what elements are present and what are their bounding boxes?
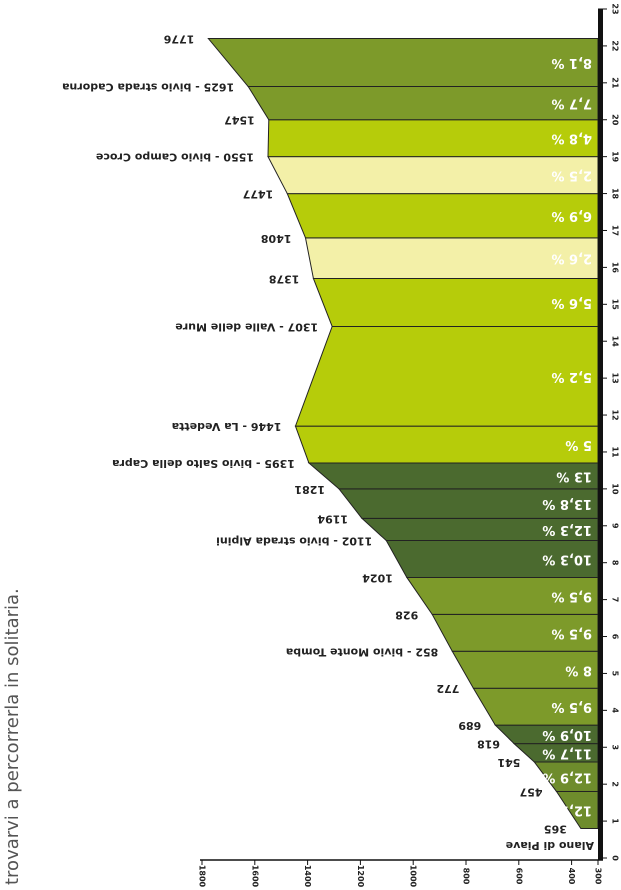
alt-tick-label: 1200 xyxy=(356,865,365,888)
gradient-label: 8 % xyxy=(565,662,592,677)
elevation-label: 1776 xyxy=(163,33,194,46)
gradient-label: 12,1 % xyxy=(542,803,592,818)
km-tick-label: 10 xyxy=(611,483,620,495)
km-tick-label: 21 xyxy=(611,77,620,89)
elevation-label: 689 xyxy=(458,719,481,732)
profile-segment xyxy=(207,38,599,88)
alt-tick-label: 300 xyxy=(594,868,603,885)
elevation-label: 1281 xyxy=(294,483,325,496)
elevation-label: 1395 - bivio Salto della Capra xyxy=(112,457,295,470)
km-tick-label: 5 xyxy=(611,671,620,677)
km-tick-label: 9 xyxy=(611,523,620,529)
gradient-label: 8,1 % xyxy=(551,55,592,70)
gradient-label: 6,9 % xyxy=(551,208,592,223)
gradient-label: 9,5 % xyxy=(551,625,592,640)
km-tick-label: 17 xyxy=(611,225,620,236)
km-tick-label: 8 xyxy=(611,560,620,566)
elevation-label: 772 xyxy=(436,682,459,695)
gradient-label: 13 % xyxy=(556,468,592,483)
km-tick-label: 16 xyxy=(611,262,620,274)
gradient-label: 2,5 % xyxy=(551,168,592,183)
km-tick-label: 0 xyxy=(611,855,620,861)
elevation-label: 1194 xyxy=(317,512,348,525)
km-tick-label: 20 xyxy=(611,114,620,126)
elevation-label: 1446 - La Vedetta xyxy=(172,420,282,433)
alt-tick-label: 1800 xyxy=(198,865,207,888)
gradient-label: 12,9 % xyxy=(542,769,592,784)
km-tick-label: 18 xyxy=(611,188,620,200)
km-tick-label: 19 xyxy=(611,151,620,163)
km-axis xyxy=(598,9,603,860)
elevation-label: 1408 xyxy=(261,232,292,245)
elevation-label: 1102 - bivio strada Alpini xyxy=(216,535,372,548)
km-tick-label: 11 xyxy=(611,446,620,458)
profile-segment xyxy=(267,156,599,195)
km-tick-label: 13 xyxy=(611,373,620,384)
gradient-label: 4,8 % xyxy=(551,131,592,146)
alt-tick-label: 400 xyxy=(567,868,576,885)
km-tick-label: 6 xyxy=(611,634,620,640)
gradient-label: 10,9 % xyxy=(542,727,592,742)
alt-tick-label: 1000 xyxy=(409,865,418,888)
gradient-label: 5,2 % xyxy=(551,369,592,384)
km-tick-label: 15 xyxy=(611,299,620,311)
profile-segment xyxy=(294,425,599,464)
km-tick-label: 14 xyxy=(611,336,620,348)
gradient-label: 2,6 % xyxy=(551,251,592,266)
start-place: Alano di Piave xyxy=(506,839,594,852)
elevation-label: 1024 xyxy=(362,571,393,584)
gradient-label: 9,5 % xyxy=(551,588,592,603)
profile-segment xyxy=(307,462,599,490)
alt-tick-label: 1400 xyxy=(303,865,312,888)
elevation-label: 618 xyxy=(477,738,500,751)
elevation-label: 1547 xyxy=(224,114,255,127)
gradient-label: 12,3 % xyxy=(542,522,592,537)
gradient-label: 5 % xyxy=(565,437,592,452)
km-tick-label: 4 xyxy=(611,708,620,714)
elevation-label: 928 xyxy=(395,608,418,621)
elevation-label: 1550 - bivio Campo Croce xyxy=(96,151,254,164)
km-tick-label: 1 xyxy=(611,818,620,824)
gradient-label: 13,8 % xyxy=(542,496,592,511)
alt-tick-label: 800 xyxy=(462,868,471,885)
profile-segment xyxy=(286,193,599,239)
elevation-label: 852 - bivio Monte Tomba xyxy=(286,645,438,658)
gradient-label: 10,3 % xyxy=(542,552,592,567)
alt-tick-label: 600 xyxy=(514,868,523,885)
alt-tick-label: 1600 xyxy=(250,865,259,888)
km-tick-label: 12 xyxy=(611,409,620,420)
gradient-label: 9,5 % xyxy=(551,699,592,714)
profile-segment xyxy=(267,119,599,158)
elevation-label: 365 xyxy=(544,822,567,835)
elevation-label: 1477 xyxy=(243,188,274,201)
km-tick-label: 22 xyxy=(611,40,620,51)
side-text: trovarvi a percorrerla in solitaria. xyxy=(2,588,23,885)
elevation-label: 1307 - Valle delle Mure xyxy=(175,320,318,333)
elevation-label: 457 xyxy=(520,786,543,799)
elevation-label: 1625 - bivio strada Cadorna xyxy=(62,81,234,94)
profile-segment xyxy=(247,86,599,121)
gradient-label: 11,7 % xyxy=(542,745,592,760)
elevation-label: 1378 xyxy=(269,272,300,285)
gradient-label: 7,7 % xyxy=(551,96,592,111)
km-tick-label: 23 xyxy=(611,3,620,14)
km-tick-label: 7 xyxy=(611,597,620,603)
km-tick-label: 2 xyxy=(611,781,620,787)
elevation-label: 541 xyxy=(497,756,520,769)
km-tick-label: 3 xyxy=(611,744,620,750)
gradient-label: 5,6 % xyxy=(551,295,592,310)
